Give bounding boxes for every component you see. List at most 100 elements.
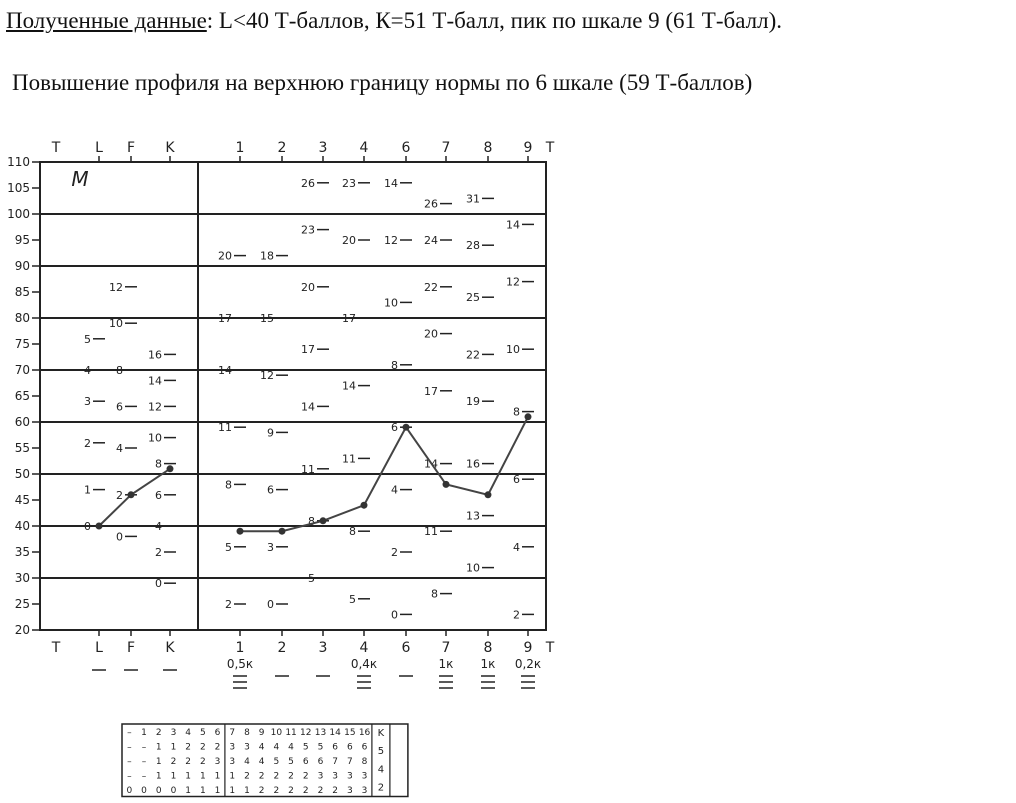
- k-table-scale-label: 2: [378, 782, 384, 793]
- k-table-cell: 4: [185, 728, 191, 738]
- raw-score-label: 1: [84, 484, 91, 497]
- k-table-cell: 9: [259, 728, 265, 738]
- raw-score-label: 8: [513, 406, 520, 419]
- raw-score-label: 2: [155, 546, 162, 559]
- scale-header-top: K: [165, 140, 175, 156]
- k-table-cell: 0: [156, 786, 162, 796]
- k-table-cell: –: [127, 728, 132, 738]
- scale-header-bottom: F: [127, 640, 135, 656]
- raw-score-label: 26: [301, 177, 315, 190]
- profile-point-8: [484, 491, 492, 499]
- profile-point-9: [524, 413, 532, 421]
- raw-score-label: 17: [218, 312, 232, 325]
- k-table-cell: 3: [215, 757, 221, 767]
- k-table-cell: 1: [215, 772, 221, 782]
- y-tick-label: 80: [15, 311, 30, 325]
- k-table-cell: 1: [244, 786, 250, 796]
- raw-score-label: 14: [384, 177, 398, 190]
- k-table-cell: 3: [362, 786, 368, 796]
- k-table-cell: 7: [332, 757, 338, 767]
- scale-header-top: L: [95, 140, 103, 156]
- scale-header-top: 2: [278, 140, 287, 156]
- k-correction-label: 1к: [481, 657, 496, 671]
- k-table-cell: 4: [273, 743, 279, 753]
- k-table-cell: 6: [332, 743, 338, 753]
- raw-score-label: 4: [116, 442, 123, 455]
- sex-label: M: [71, 167, 88, 191]
- k-table-cell: 1: [171, 743, 177, 753]
- mmpi-profile-chart: 1101051009590858075706560555045403530252…: [7, 140, 555, 798]
- raw-score-label: 11: [218, 421, 232, 434]
- k-table-cell: 2: [185, 757, 191, 767]
- k-table-cell: 2: [244, 772, 250, 782]
- k-table-cell: 2: [215, 743, 221, 753]
- k-table-cell: 1: [156, 757, 162, 767]
- scale-header-bottom: K: [165, 640, 175, 656]
- raw-score-label: 2: [84, 437, 91, 450]
- raw-score-label: 4: [513, 541, 520, 554]
- raw-score-label: 8: [431, 588, 438, 601]
- k-table-cell: 3: [318, 772, 324, 782]
- scale-header-bottom: 7: [442, 640, 451, 656]
- k-table-cell: 13: [315, 728, 326, 738]
- y-tick-label: 110: [7, 155, 30, 169]
- raw-score-label: 14: [301, 400, 315, 413]
- k-table-cell: 3: [229, 743, 235, 753]
- y-tick-label: 90: [15, 259, 30, 273]
- raw-score-label: 8: [225, 478, 232, 491]
- k-table-cell: 4: [259, 743, 265, 753]
- raw-score-label: 11: [424, 525, 438, 538]
- k-table-cell: 2: [259, 772, 265, 782]
- k-table-cell: 1: [200, 772, 206, 782]
- raw-score-label: 4: [155, 520, 162, 533]
- k-table-cell: 4: [244, 757, 250, 767]
- raw-score-label: 12: [148, 400, 162, 413]
- raw-score-label: 2: [513, 608, 520, 621]
- raw-score-label: 8: [155, 458, 162, 471]
- k-table-cell: –: [127, 743, 132, 753]
- k-table-cell: 2: [332, 786, 338, 796]
- raw-score-label: 14: [342, 380, 356, 393]
- raw-score-label: 8: [391, 359, 398, 372]
- k-table-cell: 1: [171, 772, 177, 782]
- scale-header-bottom: L: [95, 640, 103, 656]
- raw-score-label: 11: [342, 452, 356, 465]
- raw-score-label: 0: [116, 530, 123, 543]
- raw-score-label: 2: [116, 489, 123, 502]
- raw-score-label: 13: [466, 510, 480, 523]
- k-table-cell: 0: [126, 786, 132, 796]
- k-correction-label: 0,2к: [515, 657, 541, 671]
- raw-score-label: 10: [109, 317, 123, 330]
- k-table-cell: –: [142, 743, 147, 753]
- raw-score-label: 6: [391, 421, 398, 434]
- raw-score-label: 22: [466, 348, 480, 361]
- k-table-cell: 1: [229, 772, 235, 782]
- raw-score-label: 26: [424, 198, 438, 211]
- k-correction-label: 1к: [439, 657, 454, 671]
- k-table-cell: 6: [347, 743, 353, 753]
- k-table-cell: 1: [185, 786, 191, 796]
- raw-score-label: 4: [391, 484, 398, 497]
- profile-point-3: [319, 517, 327, 525]
- k-table-cell: 1: [200, 786, 206, 796]
- k-table-cell: 2: [200, 757, 206, 767]
- raw-score-label: 16: [148, 348, 162, 361]
- k-table-cell: 2: [200, 743, 206, 753]
- raw-score-label: 14: [506, 218, 520, 231]
- k-table-cell: 1: [185, 772, 191, 782]
- k-table-cell: 16: [359, 728, 371, 738]
- raw-score-label: 24: [424, 234, 438, 247]
- results-line: Полученные данные: L<40 Т-баллов, К=51 Т…: [6, 8, 782, 34]
- raw-score-label: 18: [260, 250, 274, 263]
- k-correction-label: 0,4к: [351, 657, 377, 671]
- raw-score-label: 10: [384, 296, 398, 309]
- raw-score-label: 6: [155, 489, 162, 502]
- raw-score-label: 20: [424, 328, 438, 341]
- k-table-cell: 6: [215, 728, 221, 738]
- k-table-cell: –: [142, 757, 147, 767]
- raw-score-label: 12: [506, 276, 520, 289]
- k-table-cell: 5: [303, 743, 309, 753]
- y-tick-label: 55: [15, 441, 30, 455]
- k-table-cell: 5: [288, 757, 294, 767]
- raw-score-label: 6: [513, 473, 520, 486]
